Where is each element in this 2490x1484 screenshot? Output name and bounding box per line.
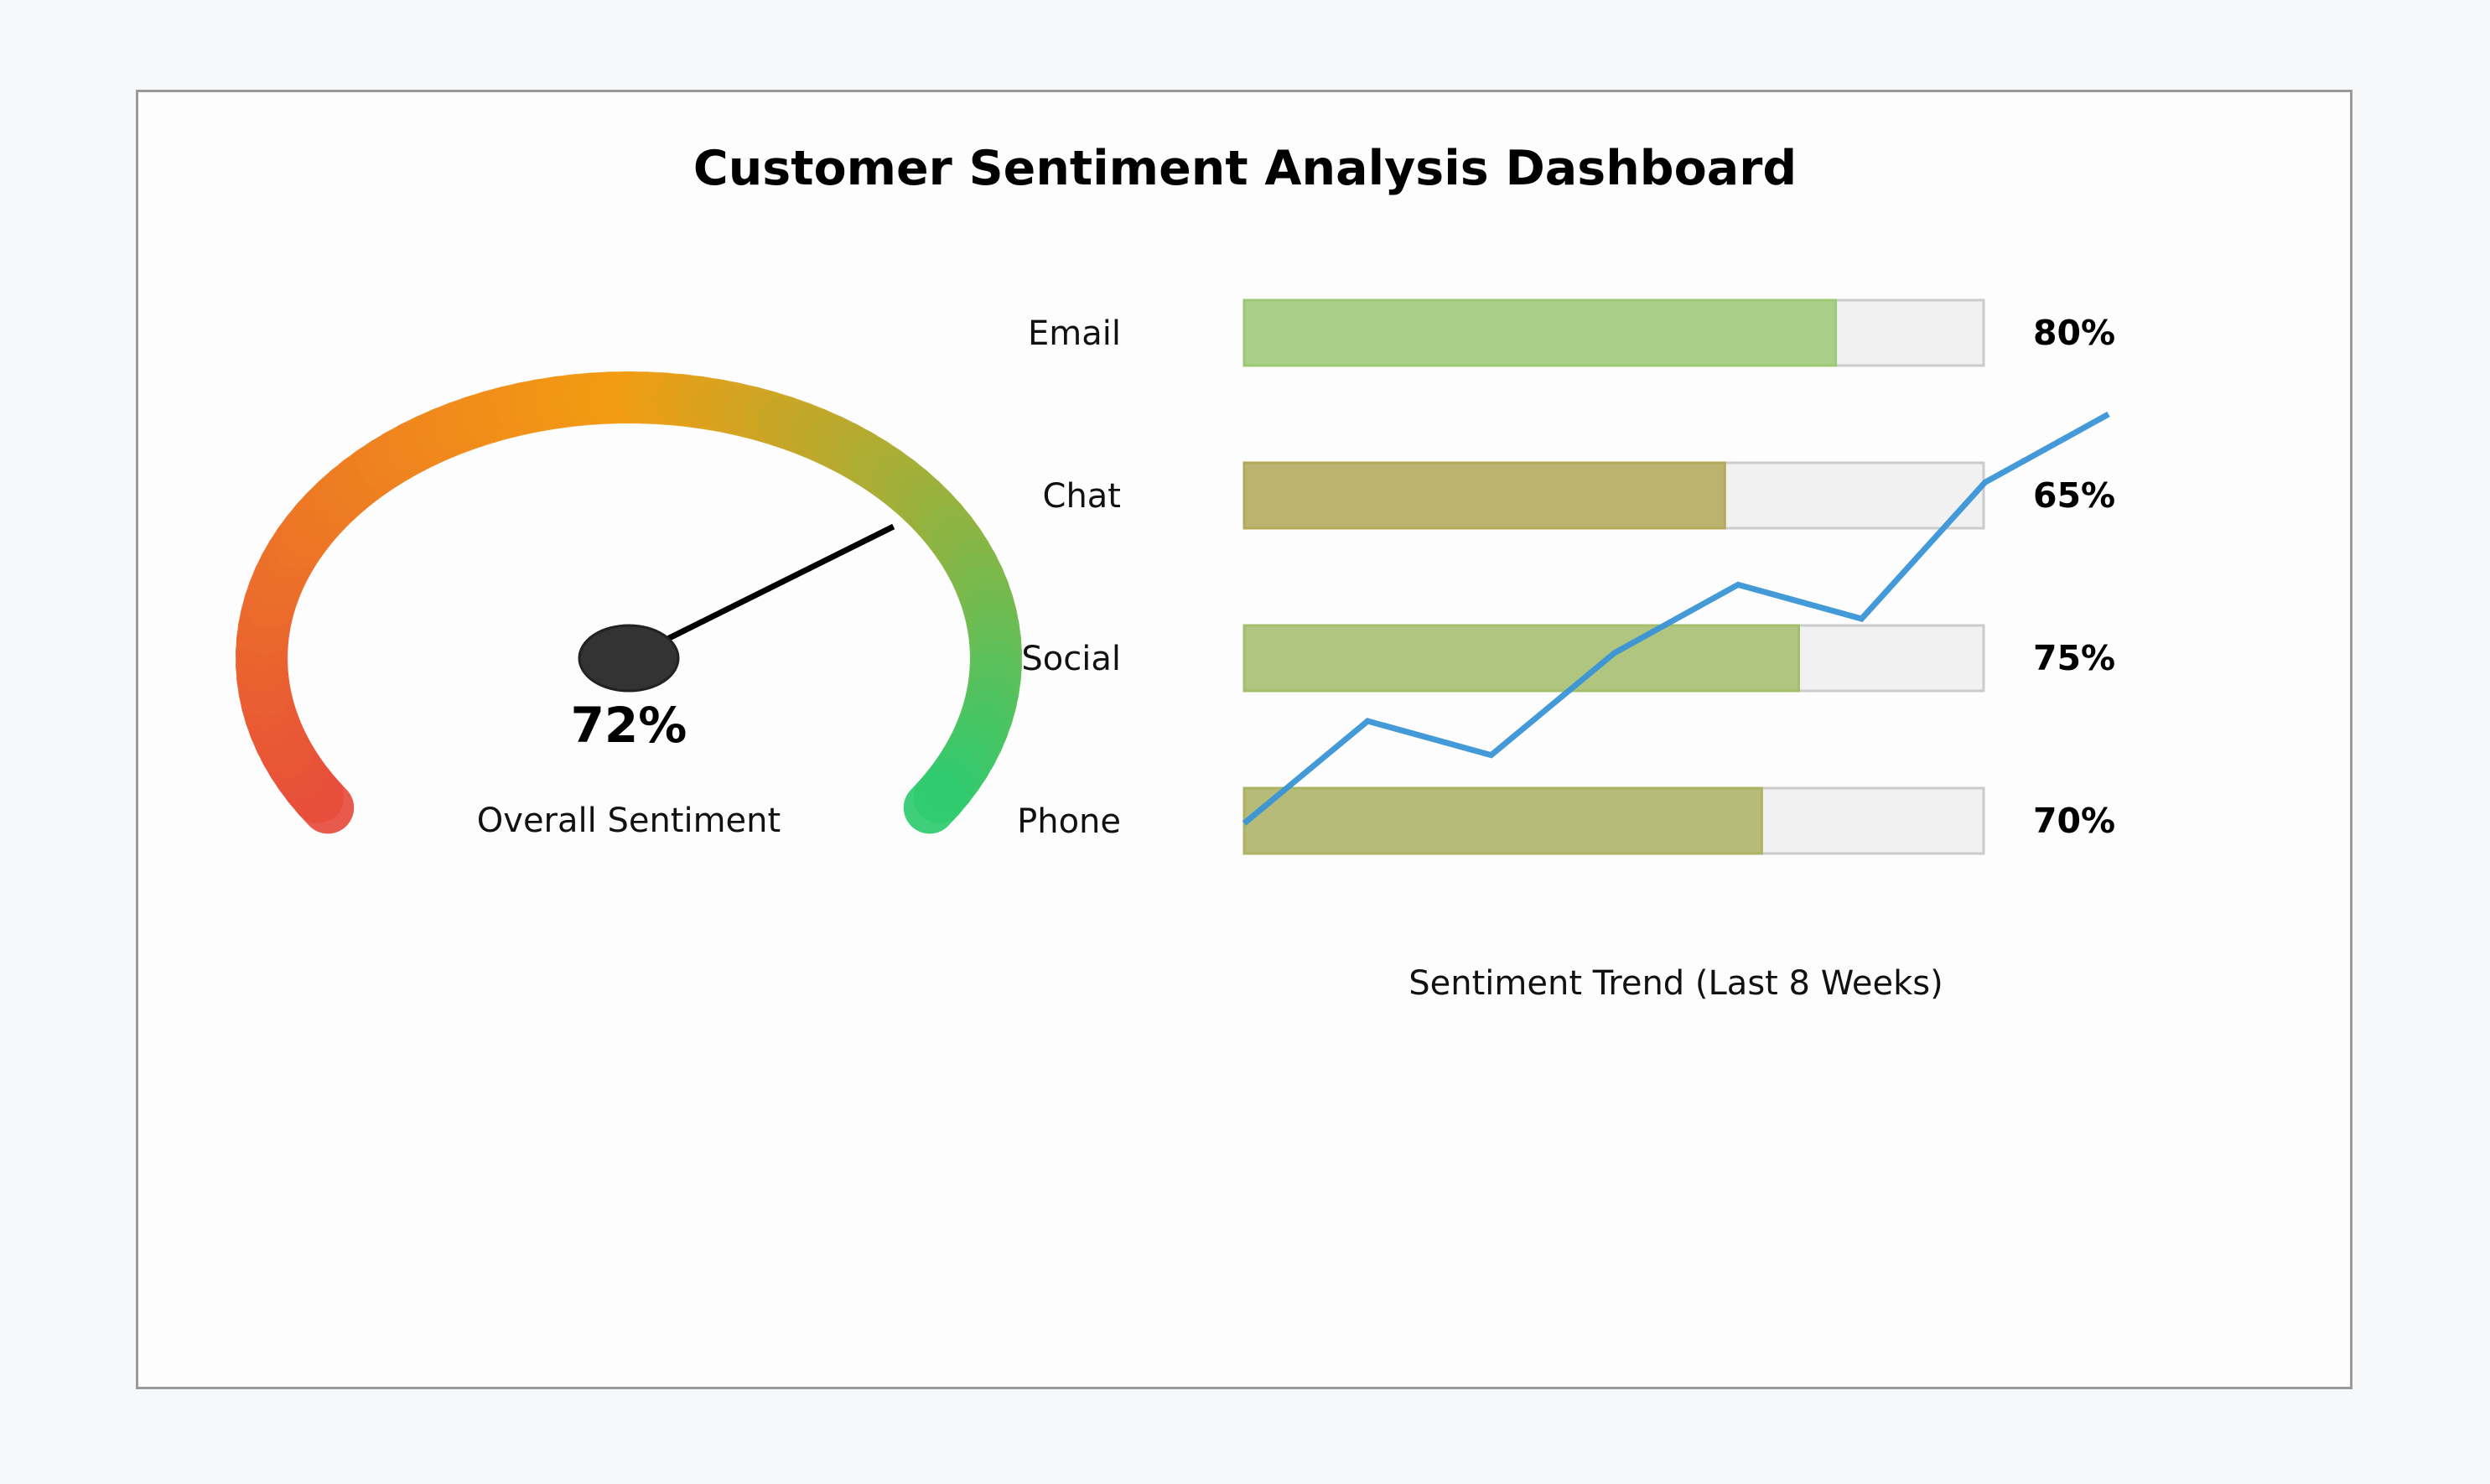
trend-line bbox=[1242, 411, 2110, 826]
bar-fill-phone bbox=[1242, 786, 1763, 855]
bar-category-label: Chat bbox=[1043, 477, 1121, 516]
bar-category-label: Email bbox=[1028, 314, 1121, 353]
bar-value-label: 70% bbox=[2033, 801, 2115, 841]
bar-value-label: 80% bbox=[2033, 313, 2115, 353]
bar-category-label: Social bbox=[1021, 640, 1121, 678]
dashboard-title: Customer Sentiment Analysis Dashboard bbox=[693, 141, 1797, 196]
channel-bars: Email 80% Chat 65% Social 75% Phone 70% bbox=[1017, 298, 2115, 855]
gauge-hub bbox=[578, 624, 680, 693]
bar-category-label: Phone bbox=[1017, 802, 1121, 841]
gauge-value-label: 72% bbox=[571, 697, 687, 754]
trend-title: Sentiment Trend (Last 8 Weeks) bbox=[1408, 964, 1943, 1003]
trend-line-chart bbox=[1242, 411, 2110, 826]
bar-fill-email bbox=[1242, 298, 1838, 367]
gauge-arc-segment bbox=[903, 771, 966, 834]
bar-value-label: 65% bbox=[2033, 475, 2115, 516]
gauge-caption: Overall Sentiment bbox=[477, 802, 781, 840]
bar-fill-chat bbox=[1242, 461, 1726, 530]
bar-value-label: 75% bbox=[2033, 638, 2115, 678]
bar-fill-social bbox=[1242, 624, 1800, 693]
gauge-needle bbox=[627, 523, 895, 662]
sentiment-gauge bbox=[236, 371, 1022, 834]
